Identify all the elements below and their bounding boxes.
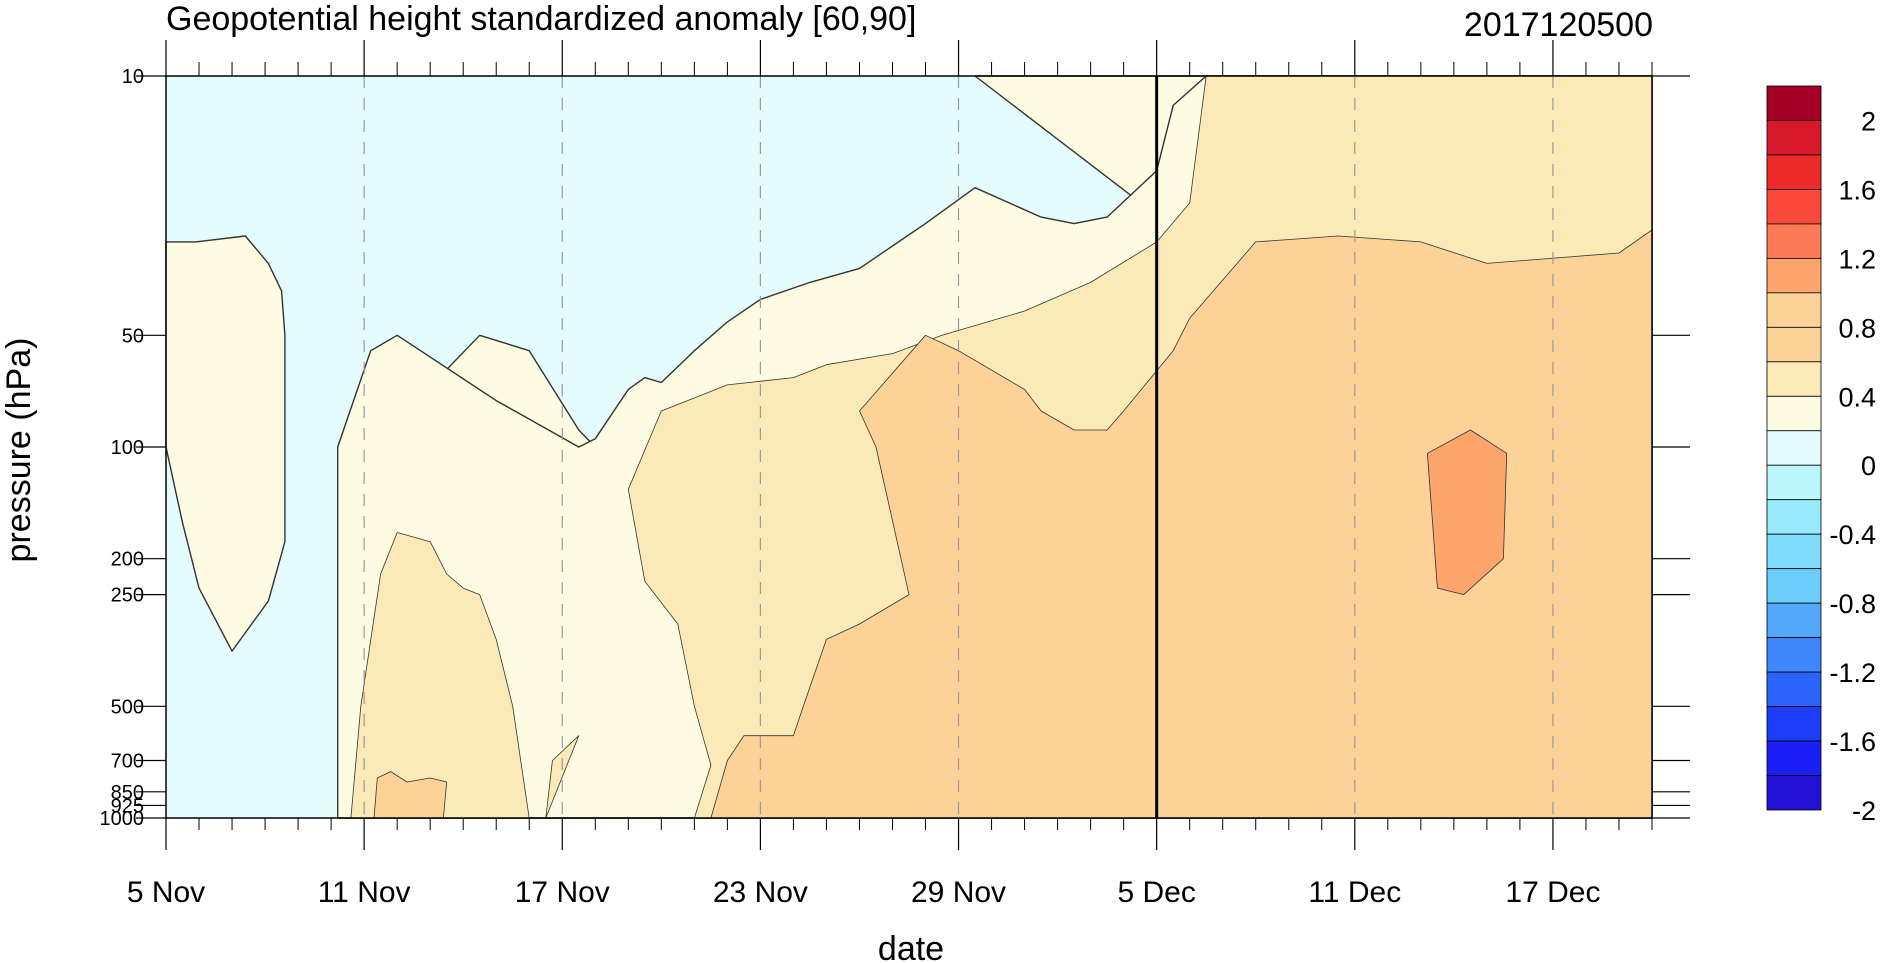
colorbar-swatch-11 [1766, 464, 1822, 501]
colorbar-label-5: 0 [1861, 451, 1876, 481]
colorbar-label-4: 0.4 [1838, 382, 1876, 412]
colorbar-label-8: -1.2 [1829, 658, 1876, 688]
ytick-label-0: 10 [122, 66, 144, 88]
contour-region-2 [165, 235, 286, 652]
ytick-label-9: 1000 [100, 808, 145, 830]
xtick-label-0: 5 Nov [127, 876, 205, 909]
chart-title: Geopotential height standardized anomaly… [166, 0, 916, 38]
colorbar-swatch-9 [1766, 395, 1822, 432]
colorbar-swatch-16 [1766, 637, 1822, 673]
contour-region-8 [373, 771, 448, 819]
xtick-label-5: 5 Dec [1117, 876, 1195, 909]
colorbar-label-10: -2 [1852, 796, 1876, 826]
ytick-label-7: 850 [111, 782, 144, 804]
colorbar: 2 1.6 1.2 0.8 0.4 0 -0.4 -0.8 -1.2 -1.6 -2 [1766, 85, 1876, 826]
contour-region-7 [710, 229, 1653, 819]
colorbar-swatch-10 [1766, 430, 1822, 466]
minor-ticks [198, 62, 1653, 830]
colorbar-swatch-14 [1766, 568, 1822, 604]
ytick-label-8: 925 [111, 795, 144, 817]
ytick-label-5: 500 [111, 696, 144, 718]
ytick-label-1: 50 [122, 325, 144, 347]
colorbar-swatch-7 [1766, 326, 1822, 363]
colorbar-swatch-18 [1766, 706, 1822, 742]
colorbar-label-1: 1.6 [1838, 175, 1876, 205]
ytick-label-6: 700 [111, 751, 144, 773]
colorbar-swatch-19 [1766, 740, 1822, 776]
x-ticks: 5 Nov 11 Nov 17 Nov 23 Nov 29 Nov 5 Dec 11 Dec… [127, 40, 1600, 909]
colorbar-label-9: -1.6 [1829, 727, 1876, 757]
colorbar-swatch-5 [1766, 257, 1822, 294]
contour-fills [165, 75, 1653, 819]
x-axis-label: date [878, 930, 944, 963]
y-axis-label: pressure (hPa) [0, 338, 38, 563]
colorbar-swatch-12 [1766, 499, 1822, 535]
colorbar-label-0: 2 [1861, 106, 1876, 136]
xtick-label-4: 29 Nov [911, 876, 1006, 909]
contour-region-5 [350, 532, 530, 819]
colorbar-swatch-15 [1766, 602, 1822, 639]
colorbar-swatch-20 [1766, 775, 1822, 811]
colorbar-swatch-4 [1766, 223, 1822, 259]
colorbar-swatch-2 [1766, 154, 1822, 190]
contour-region-6 [545, 735, 580, 819]
date-gridlines [363, 76, 1554, 818]
ytick-label-3: 200 [111, 549, 144, 571]
colorbar-swatch-0 [1766, 85, 1822, 121]
xtick-label-7: 17 Dec [1505, 876, 1600, 909]
colorbar-swatch-17 [1766, 671, 1822, 707]
xtick-label-6: 11 Dec [1308, 876, 1401, 909]
colorbar-label-7: -0.8 [1829, 589, 1876, 619]
colorbar-swatch-13 [1766, 533, 1822, 570]
colorbar-swatch-1 [1766, 120, 1822, 156]
chart-date-stamp: 2017120500 [1464, 6, 1653, 44]
xtick-label-2: 17 Nov [515, 876, 610, 909]
colorbar-swatch-6 [1766, 292, 1822, 328]
ytick-label-2: 100 [111, 437, 144, 459]
ytick-label-4: 250 [111, 585, 144, 607]
xtick-label-1: 11 Nov [318, 876, 411, 909]
colorbar-label-2: 1.2 [1838, 244, 1876, 274]
colorbar-label-3: 0.8 [1838, 313, 1876, 343]
colorbar-swatch-3 [1766, 189, 1822, 225]
colorbar-label-6: -0.4 [1829, 520, 1876, 550]
xtick-label-3: 23 Nov [713, 876, 808, 909]
contour-region-9 [1427, 429, 1508, 595]
colorbar-swatch-8 [1766, 361, 1822, 397]
